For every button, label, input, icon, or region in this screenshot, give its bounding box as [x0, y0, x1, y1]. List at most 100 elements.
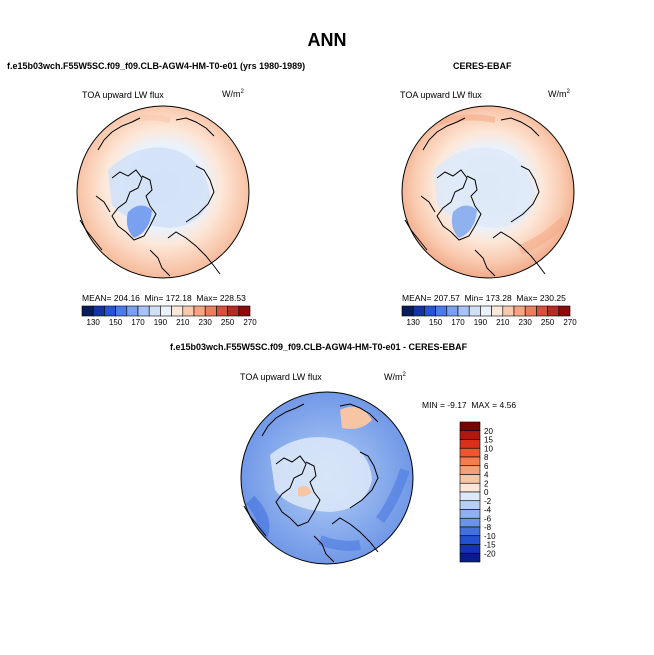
model-units-label: W/m2 — [222, 89, 244, 99]
colorbar-tick-label: 190 — [154, 318, 168, 327]
colorbar-swatch — [459, 447, 481, 458]
obs-polar-map — [401, 105, 575, 279]
colorbar-tick-label: 10 — [484, 444, 493, 453]
diff-max-value: 4.56 — [499, 400, 517, 410]
model-polar-map — [76, 105, 250, 279]
colorbar-swatch — [148, 305, 161, 317]
colorbar-swatch — [491, 305, 504, 317]
colorbar-swatch — [459, 439, 481, 449]
colorbar-swatch — [193, 305, 206, 317]
colorbar-tick-label: -2 — [484, 497, 492, 506]
colorbar-tick-label: 270 — [243, 318, 257, 327]
colorbar-swatch — [459, 517, 481, 528]
colorbar-swatch — [459, 456, 481, 467]
colorbar-swatch — [468, 305, 481, 317]
colorbar-swatch — [104, 305, 116, 317]
colorbar-tick-label: 150 — [429, 318, 443, 327]
diff-polar-map — [240, 391, 414, 565]
colorbar-tick-label: -8 — [484, 523, 492, 532]
colorbar-tick-label: 170 — [451, 318, 465, 327]
colorbar-swatch — [238, 305, 251, 317]
colorbar-swatch — [115, 305, 128, 317]
model-min-value: 172.18 — [165, 293, 192, 303]
colorbar-swatch — [182, 305, 195, 317]
colorbar-swatch — [459, 482, 481, 493]
colorbar-tick-label: 6 — [484, 462, 489, 471]
colorbar-tick-label: 250 — [221, 318, 235, 327]
colorbar-swatch — [424, 305, 436, 317]
diff-stats: MIN = -9.17 MAX = 4.56 — [422, 400, 517, 410]
obs-colorbar: 130 150 170 190 210 230 250 270 — [401, 305, 577, 327]
model-panel-subtitle: f.e15b03wch.F55W5SC.f09_f09.CLB-AGW4-HM-… — [7, 61, 306, 71]
colorbar-swatch — [81, 305, 94, 317]
colorbar-swatch — [227, 305, 240, 317]
colorbar-swatch — [160, 305, 172, 317]
obs-units-label: W/m2 — [548, 89, 570, 99]
obs-min-value: 173.28 — [485, 293, 512, 303]
colorbar-swatch — [171, 305, 184, 317]
model-colorbar: 130 150 170 190 210 230 250 270 — [81, 305, 257, 327]
colorbar-tick-label: 270 — [563, 318, 577, 327]
colorbar-swatch — [435, 305, 448, 317]
colorbar-swatch — [459, 509, 481, 519]
colorbar-tick-label: 230 — [519, 318, 533, 327]
model-stats: MEAN= 204.16 Min= 172.18 Max= 228.53 — [82, 293, 246, 303]
colorbar-tick-label: 15 — [484, 436, 493, 445]
colorbar-swatch — [536, 305, 548, 317]
colorbar-tick-label: -6 — [484, 514, 492, 523]
colorbar-swatch — [137, 305, 150, 317]
diff-panel-subtitle: f.e15b03wch.F55W5SC.f09_f09.CLB-AGW4-HM-… — [170, 342, 468, 352]
colorbar-swatch — [459, 552, 481, 563]
colorbar-tick-label: 4 — [484, 471, 489, 480]
colorbar-swatch — [459, 474, 481, 484]
colorbar-tick-label: 210 — [496, 318, 510, 327]
colorbar-tick-label: 230 — [199, 318, 213, 327]
colorbar-swatch — [524, 305, 537, 317]
colorbar-swatch — [459, 526, 481, 537]
colorbar-swatch — [446, 305, 459, 317]
colorbar-swatch — [401, 305, 414, 317]
colorbar-tick-label: 210 — [176, 318, 190, 327]
colorbar-swatch — [459, 491, 481, 502]
colorbar-tick-label: -20 — [484, 549, 496, 558]
colorbar-swatch — [459, 544, 481, 554]
colorbar-tick-label: 190 — [474, 318, 488, 327]
obs-panel-subtitle: CERES-EBAF — [453, 61, 512, 71]
colorbar-swatch — [126, 305, 139, 317]
colorbar-swatch — [502, 305, 515, 317]
colorbar-swatch — [92, 305, 105, 317]
model-field-label: TOA upward LW flux — [82, 90, 164, 100]
figure-title: ANN — [307, 30, 347, 50]
obs-max-value: 230.25 — [539, 293, 566, 303]
colorbar-swatch — [547, 305, 560, 317]
colorbar-swatch — [412, 305, 425, 317]
colorbar-tick-label: 8 — [484, 453, 489, 462]
model-mean-value: 204.16 — [113, 293, 140, 303]
colorbar-tick-label: 150 — [109, 318, 123, 327]
colorbar-swatch — [558, 305, 571, 317]
colorbar-tick-label: -4 — [484, 506, 492, 515]
colorbar-tick-label: 20 — [484, 427, 493, 436]
colorbar-swatch — [459, 535, 481, 545]
colorbar-swatch — [216, 305, 228, 317]
colorbar-swatch — [459, 430, 481, 440]
colorbar-tick-label: 170 — [131, 318, 145, 327]
colorbar-swatch — [457, 305, 470, 317]
colorbar-tick-label: -15 — [484, 541, 496, 550]
colorbar-tick-label: 130 — [87, 318, 101, 327]
obs-mean-value: 207.57 — [433, 293, 460, 303]
colorbar-tick-label: 130 — [407, 318, 421, 327]
model-max-value: 228.53 — [219, 293, 246, 303]
diff-min-value: -9.17 — [447, 400, 467, 410]
colorbar-swatch — [204, 305, 217, 317]
colorbar-tick-label: 0 — [484, 488, 489, 497]
colorbar-swatch — [480, 305, 492, 317]
diff-units-label: W/m2 — [384, 372, 406, 382]
colorbar-tick-label: -10 — [484, 532, 496, 541]
colorbar-swatch — [459, 500, 481, 510]
colorbar-swatch — [459, 421, 481, 432]
colorbar-swatch — [459, 465, 481, 475]
colorbar-tick-label: 2 — [484, 479, 489, 488]
